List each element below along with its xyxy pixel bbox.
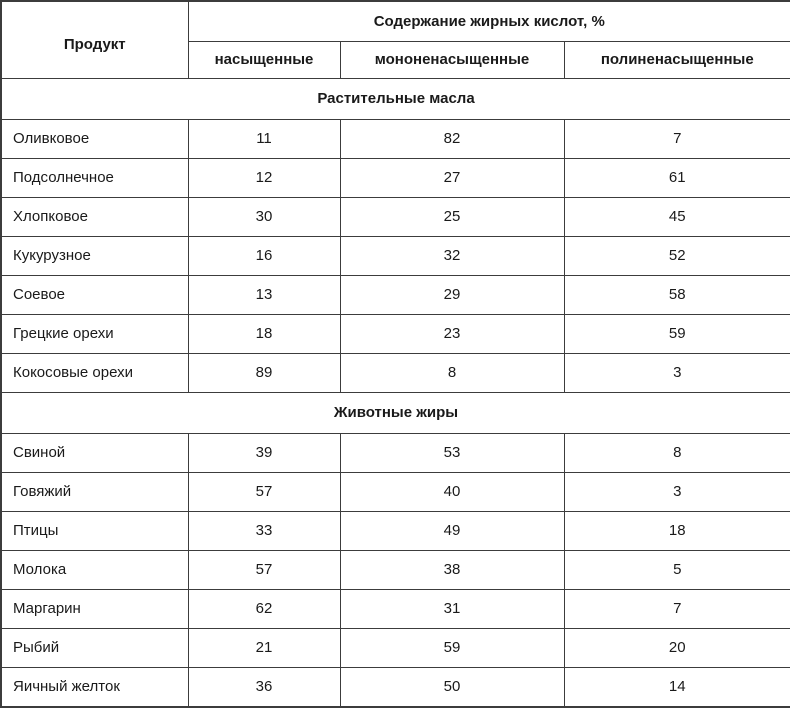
table-row: Подсолнечное 12 27 61	[0, 157, 790, 198]
product-name-cell: Свиной	[0, 432, 189, 473]
product-name-cell: Соевое	[0, 274, 189, 315]
table-row: Птицы 33 49 18	[0, 510, 790, 551]
product-name-cell: Говяжий	[0, 471, 189, 512]
table-row: Кокосовые орехи 89 8 3	[0, 352, 790, 393]
column-header-saturated: насыщенные	[187, 40, 341, 79]
value-cell: 59	[563, 313, 790, 354]
value-cell: 21	[187, 627, 341, 668]
product-name-cell: Грецкие орехи	[0, 313, 189, 354]
header-row-top: Продукт Содержание жирных кислот, %	[0, 0, 790, 79]
table-row: Оливковое 11 82 7	[0, 118, 790, 159]
section-row: Животные жиры	[0, 391, 790, 434]
value-cell: 8	[563, 432, 790, 473]
value-cell: 18	[563, 510, 790, 551]
value-cell: 39	[187, 432, 341, 473]
value-cell: 32	[339, 235, 565, 276]
table-row: Грецкие орехи 18 23 59	[0, 313, 790, 354]
value-cell: 53	[339, 432, 565, 473]
value-cell: 59	[339, 627, 565, 668]
value-cell: 31	[339, 588, 565, 629]
column-header-polyunsaturated: полиненасыщенные	[563, 40, 790, 79]
product-name-cell: Молока	[0, 549, 189, 590]
value-cell: 61	[563, 157, 790, 198]
table-header: Продукт Содержание жирных кислот, % насы…	[0, 0, 790, 79]
value-cell: 57	[187, 471, 341, 512]
product-name-cell: Кокосовые орехи	[0, 352, 189, 393]
product-name-cell: Маргарин	[0, 588, 189, 629]
value-cell: 3	[563, 471, 790, 512]
value-cell: 82	[339, 118, 565, 159]
column-header-group: Содержание жирных кислот, %	[187, 0, 790, 42]
value-cell: 40	[339, 471, 565, 512]
value-cell: 62	[187, 588, 341, 629]
value-cell: 27	[339, 157, 565, 198]
product-name-cell: Рыбий	[0, 627, 189, 668]
value-cell: 23	[339, 313, 565, 354]
table-row: Маргарин 62 31 7	[0, 588, 790, 629]
value-cell: 25	[339, 196, 565, 237]
value-cell: 45	[563, 196, 790, 237]
table-row: Говяжий 57 40 3	[0, 471, 790, 512]
value-cell: 57	[187, 549, 341, 590]
value-cell: 49	[339, 510, 565, 551]
table-row: Кукурузное 16 32 52	[0, 235, 790, 276]
value-cell: 20	[563, 627, 790, 668]
column-header-product: Продукт	[0, 0, 189, 79]
value-cell: 12	[187, 157, 341, 198]
value-cell: 38	[339, 549, 565, 590]
value-cell: 13	[187, 274, 341, 315]
column-header-monounsaturated: мононенасыщенные	[339, 40, 565, 79]
product-name-cell: Оливковое	[0, 118, 189, 159]
value-cell: 18	[187, 313, 341, 354]
value-cell: 52	[563, 235, 790, 276]
table-row: Соевое 13 29 58	[0, 274, 790, 315]
table-body: Растительные масла Оливковое 11 82 7 Подсолне…	[0, 77, 790, 707]
product-name-cell: Хлопковое	[0, 196, 189, 237]
table-row: Хлопковое 30 25 45	[0, 196, 790, 237]
value-cell: 30	[187, 196, 341, 237]
value-cell: 58	[563, 274, 790, 315]
value-cell: 7	[563, 588, 790, 629]
value-cell: 36	[187, 666, 341, 707]
value-cell: 8	[339, 352, 565, 393]
table-row: Яичный желток 36 50 14	[0, 666, 790, 707]
product-name-cell: Подсолнечное	[0, 157, 189, 198]
value-cell: 16	[187, 235, 341, 276]
section-row: Растительные масла	[0, 77, 790, 120]
section-title: Животные жиры	[0, 391, 790, 434]
table-row: Рыбий 21 59 20	[0, 627, 790, 668]
product-name-cell: Кукурузное	[0, 235, 189, 276]
value-cell: 29	[339, 274, 565, 315]
table-row: Свиной 39 53 8	[0, 432, 790, 473]
value-cell: 3	[563, 352, 790, 393]
value-cell: 89	[187, 352, 341, 393]
value-cell: 50	[339, 666, 565, 707]
value-cell: 5	[563, 549, 790, 590]
value-cell: 7	[563, 118, 790, 159]
product-name-cell: Яичный желток	[0, 666, 189, 707]
value-cell: 33	[187, 510, 341, 551]
table-row: Молока 57 38 5	[0, 549, 790, 590]
product-name-cell: Птицы	[0, 510, 189, 551]
value-cell: 11	[187, 118, 341, 159]
section-title: Растительные масла	[0, 77, 790, 120]
value-cell: 14	[563, 666, 790, 707]
